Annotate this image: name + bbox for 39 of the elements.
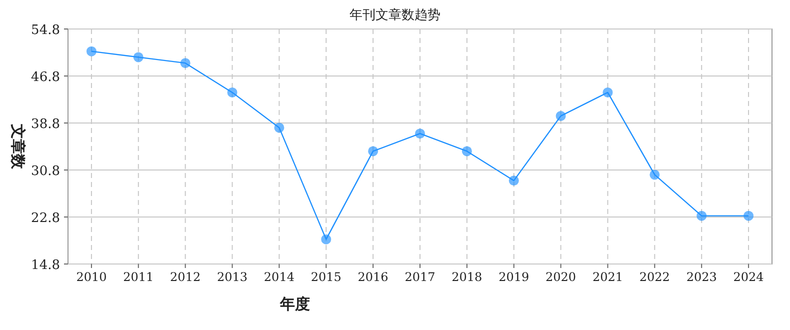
x-tick-label: 2010: [76, 270, 107, 284]
x-tick-label: 2021: [592, 270, 624, 284]
x-tick-label: 2013: [216, 270, 248, 284]
point: [227, 87, 238, 98]
x-tick-label: 2023: [686, 270, 717, 284]
point: [508, 176, 519, 186]
x-tick-label: 2016: [358, 270, 388, 284]
point: [650, 170, 660, 180]
point: [274, 122, 284, 133]
x-axis-title: 年度: [279, 295, 310, 313]
y-tick-label: 46.8: [31, 70, 60, 85]
x-tick-label: 2014: [264, 270, 295, 284]
point: [602, 87, 613, 98]
point: [744, 210, 754, 221]
point: [321, 234, 332, 244]
point: [86, 46, 96, 56]
y-tick-label: 14.8: [31, 258, 60, 273]
point: [180, 58, 190, 68]
x-tick-label: 2019: [498, 270, 530, 284]
x-tick-label: 2017: [404, 270, 436, 284]
x-tick-label: 2024: [733, 270, 764, 284]
x-tick-label: 2012: [170, 270, 201, 284]
point: [415, 128, 425, 139]
point: [556, 110, 566, 121]
y-tick-label: 54.8: [31, 23, 60, 38]
point: [462, 146, 472, 156]
x-tick-label: 2018: [452, 270, 482, 284]
point: [368, 146, 378, 156]
y-tick-label: 22.8: [31, 211, 60, 226]
x-tick-label: 2011: [123, 270, 154, 284]
y-axis-title: 文章数: [9, 123, 27, 170]
point: [696, 210, 707, 221]
point: [133, 52, 144, 62]
x-tick-label: 2020: [546, 270, 576, 284]
x-tick-label: 2015: [310, 270, 342, 284]
x-tick-label: 2022: [639, 270, 670, 284]
chart-title: 年刊文章数趋势: [350, 8, 440, 23]
y-tick-label: 30.8: [31, 164, 60, 179]
y-tick-label: 38.8: [31, 117, 60, 132]
